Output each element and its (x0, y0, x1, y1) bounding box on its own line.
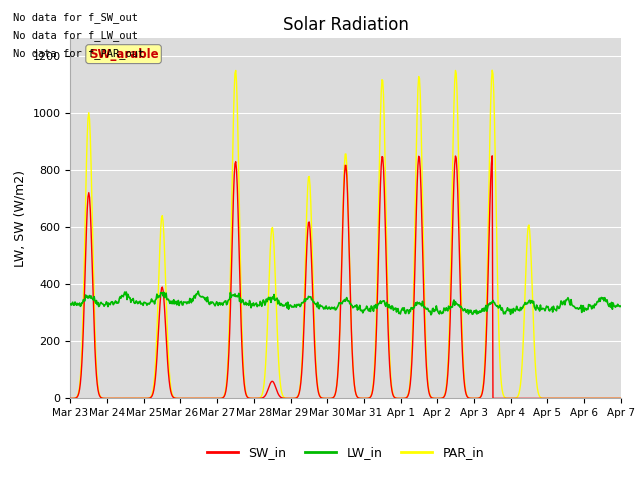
Text: SW_arable: SW_arable (89, 48, 158, 60)
Text: No data for f_LW_out: No data for f_LW_out (13, 30, 138, 41)
Legend: SW_in, LW_in, PAR_in: SW_in, LW_in, PAR_in (202, 441, 489, 464)
Title: Solar Radiation: Solar Radiation (283, 16, 408, 34)
Y-axis label: LW, SW (W/m2): LW, SW (W/m2) (14, 170, 27, 267)
Text: No data for f_PAR_out: No data for f_PAR_out (13, 48, 144, 60)
Text: No data for f_SW_out: No data for f_SW_out (13, 12, 138, 23)
